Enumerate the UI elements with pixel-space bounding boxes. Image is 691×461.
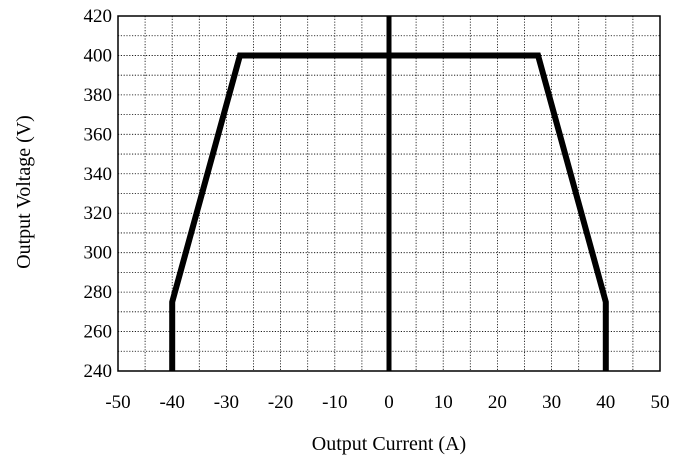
y-axis-label: Output Voltage (V) xyxy=(13,115,35,269)
x-tick-label: 20 xyxy=(488,392,507,413)
y-tick-label: 340 xyxy=(84,164,113,185)
y-tick-label: 420 xyxy=(84,6,113,27)
y-tick-label: 260 xyxy=(84,322,113,343)
y-tick-label: 280 xyxy=(84,282,113,303)
x-tick-label: 40 xyxy=(596,392,615,413)
x-tick-label: -40 xyxy=(160,392,185,413)
y-tick-label: 300 xyxy=(84,243,113,264)
x-tick-label: -30 xyxy=(214,392,239,413)
x-tick-label: 30 xyxy=(542,392,561,413)
y-tick-label: 400 xyxy=(84,45,113,66)
x-tick-label: -50 xyxy=(105,392,130,413)
x-tick-label: -20 xyxy=(268,392,293,413)
y-tick-label: 320 xyxy=(84,203,113,224)
y-tick-label: 360 xyxy=(84,124,113,145)
series-layer xyxy=(169,16,609,372)
x-axis-label: Output Current (A) xyxy=(312,433,466,455)
y-tick-label: 380 xyxy=(84,85,113,106)
series-line xyxy=(169,52,609,371)
x-tick-label: 10 xyxy=(434,392,453,413)
x-tick-label: 50 xyxy=(651,392,670,413)
x-tick-label: -10 xyxy=(322,392,347,413)
y-tick-label: 240 xyxy=(84,361,113,382)
y-axis-ticks: 240 260 280 300 320 340 360 380 400 420 xyxy=(84,6,113,382)
x-axis-ticks: -50 -40 -30 -20 -10 0 10 20 30 40 50 xyxy=(105,392,669,413)
x-tick-label: 0 xyxy=(384,392,394,413)
